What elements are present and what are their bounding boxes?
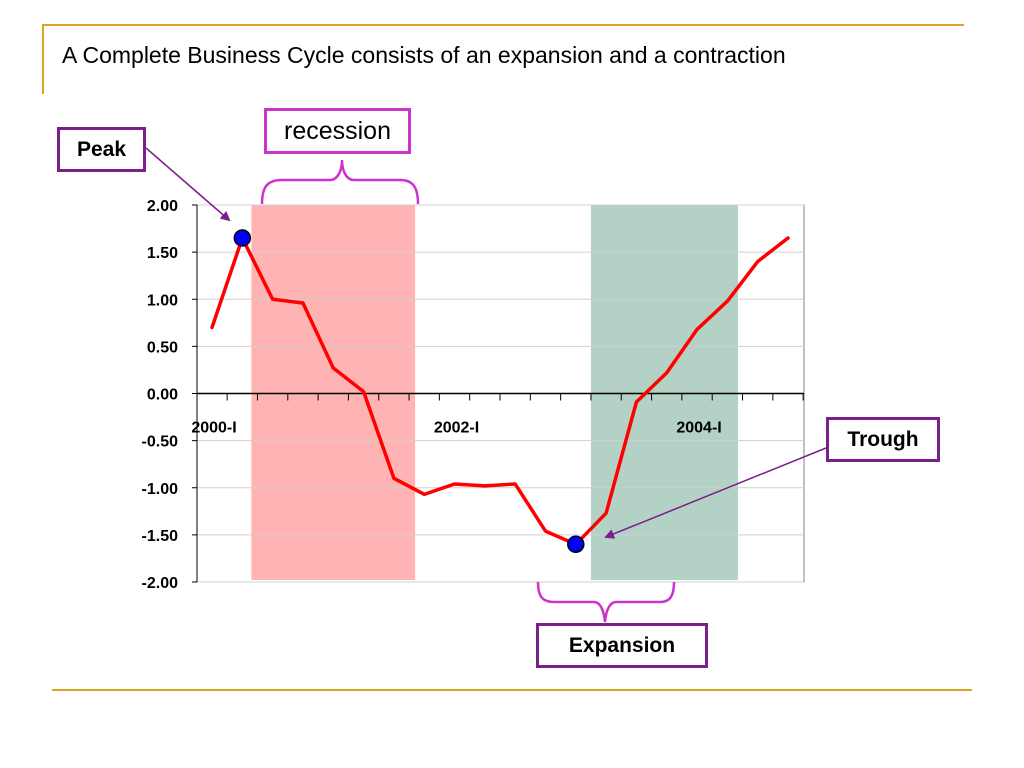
trough-label: Trough: [826, 417, 940, 462]
x-tick-label: 2000-I: [191, 420, 236, 437]
y-tick-label: -1.50: [142, 528, 179, 545]
expansion-shaded-region: [590, 205, 738, 580]
top-rule: [42, 24, 964, 26]
x-tick-label: 2004-I: [676, 420, 721, 437]
slide-title: A Complete Business Cycle consists of an…: [62, 42, 786, 68]
peak-marker: [233, 229, 252, 247]
recession-label: recession: [264, 108, 411, 154]
series-line: [210, 236, 790, 547]
left-rule: [42, 24, 44, 94]
y-tick-label: -2.00: [142, 575, 179, 592]
trough-arrow: [604, 447, 827, 539]
annotations: [145, 147, 827, 623]
expansion-label: Expansion: [536, 623, 708, 668]
peak-arrow: [145, 147, 231, 222]
y-tick-label: 1.00: [147, 292, 178, 309]
y-tick-label: 0.00: [147, 387, 178, 404]
y-tick-label: -0.50: [142, 434, 179, 451]
bottom-rule: [52, 689, 972, 691]
y-tick-label: 1.50: [147, 245, 178, 262]
trough-marker: [567, 535, 585, 554]
series-layer: [210, 229, 790, 554]
recession-bracket: [260, 159, 420, 205]
y-tick-label: -1.00: [142, 481, 179, 498]
peak-label: Peak: [57, 127, 146, 172]
y-tick-label: 2.00: [147, 198, 178, 215]
x-tick-label: 2002-I: [434, 420, 479, 437]
expansion-bracket: [536, 581, 676, 623]
axes: 2.00 1.50 1.00 0.50 0.00 -0.50 -1.00 -1.50 -2.00…: [142, 198, 804, 592]
shaded-regions: [251, 205, 738, 580]
y-tick-label: 0.50: [147, 339, 178, 356]
recession-shaded-region: [251, 205, 416, 580]
